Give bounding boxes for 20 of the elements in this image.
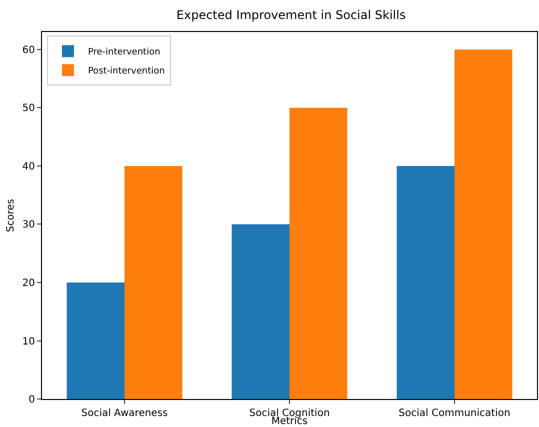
y-tick-label: 60 xyxy=(22,44,35,56)
bar xyxy=(66,282,124,399)
x-axis-title: Metrics xyxy=(271,416,308,427)
y-tick-label: 0 xyxy=(28,394,35,406)
legend-label: Post-intervention xyxy=(88,66,165,77)
bar xyxy=(454,49,512,399)
y-tick-label: 20 xyxy=(22,278,35,289)
y-tick-label: 40 xyxy=(22,161,35,172)
y-axis-title: Scores xyxy=(5,198,16,232)
bar xyxy=(232,224,290,399)
bar xyxy=(290,108,348,399)
bar xyxy=(124,166,182,399)
y-tick-label: 30 xyxy=(22,220,35,231)
bar xyxy=(396,166,454,399)
chart-title: Expected Improvement in Social Skills xyxy=(176,8,406,22)
y-tick-label: 10 xyxy=(22,336,35,348)
x-tick-label: Social Awareness xyxy=(81,408,168,419)
x-tick-label: Social Communication xyxy=(398,408,510,419)
y-tick-label: 50 xyxy=(22,103,35,114)
legend-label: Pre-intervention xyxy=(88,48,160,58)
